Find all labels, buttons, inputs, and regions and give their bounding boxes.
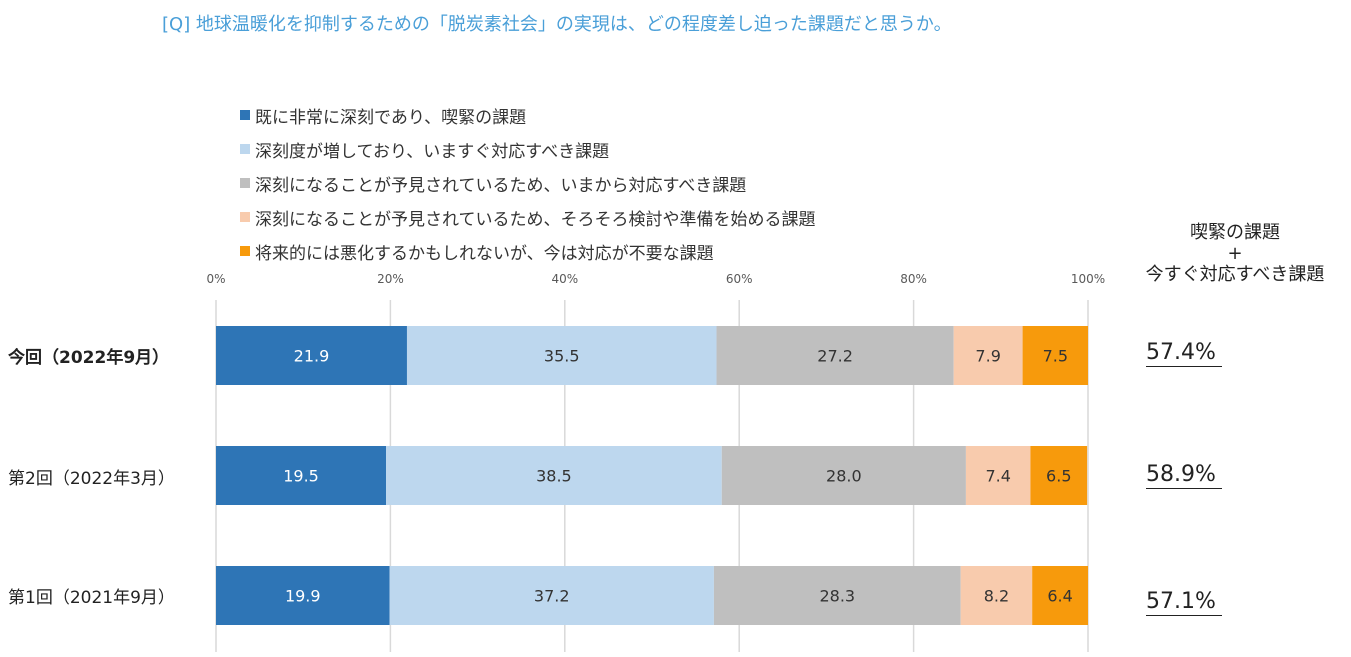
bar-segment [965,446,1031,505]
sum-column-title: 喫緊の課題 + 今すぐ対応すべき課題 [1120,222,1350,285]
bar-segment [1022,326,1088,385]
data-label: 28.3 [819,587,855,606]
legend-item: 深刻になることが予見されているため、いまから対応すべき課題 [240,166,816,200]
x-tick-label: 80% [900,272,927,286]
bar-segment [1032,566,1088,625]
bar-segment [386,446,722,505]
bar-segment [721,446,966,505]
data-label: 35.5 [544,347,580,366]
x-tick-label: 100% [1071,272,1105,286]
data-label: 8.2 [984,587,1009,606]
sum-value-first: 57.1% [1146,589,1222,616]
legend-item: 深刻度が増しており、いますぐ対応すべき課題 [240,132,816,166]
bar-segment [960,566,1033,625]
data-label: 28.0 [826,467,862,486]
bar-segment [953,326,1023,385]
data-label: 27.2 [817,347,853,366]
sum-title-line: 今すぐ対応すべき課題 [1145,264,1325,285]
sum-title-plus: + [1227,243,1243,264]
bar-segment [216,566,390,625]
data-label: 6.5 [1046,467,1071,486]
data-label: 21.9 [294,347,330,366]
legend-swatch-icon [240,212,250,222]
data-label: 6.4 [1047,587,1072,606]
legend-label: 深刻になることが予見されているため、いまから対応すべき課題 [255,175,747,196]
bar-segment [389,566,714,625]
bar-segment [716,326,954,385]
data-label: 38.5 [536,467,572,486]
legend-swatch-icon [240,178,250,188]
row-label-current: 今回（2022年9月） [8,348,170,368]
legend: 既に非常に深刻であり、喫緊の課題 深刻度が増しており、いますぐ対応すべき課題 深… [240,98,816,268]
bar-segment [713,566,961,625]
legend-item: 将来的には悪化するかもしれないが、今は対応が不要な課題 [240,234,816,268]
bar-segment [216,446,387,505]
bar-segment [406,326,717,385]
legend-swatch-icon [240,144,250,154]
legend-item: 深刻になることが予見されているため、そろそろ検討や準備を始める課題 [240,200,816,234]
data-label: 37.2 [534,587,570,606]
x-tick-label: 40% [551,272,578,286]
legend-label: 既に非常に深刻であり、喫緊の課題 [255,107,527,128]
bar-segment [1030,446,1088,505]
data-label: 7.9 [975,347,1000,366]
bar-segment [216,326,407,385]
legend-label: 深刻になることが予見されているため、そろそろ検討や準備を始める課題 [255,209,816,230]
legend-swatch-icon [240,110,250,120]
x-tick-label: 20% [377,272,404,286]
data-label: 19.9 [285,587,321,606]
sum-title-line: 喫緊の課題 [1190,222,1280,243]
x-tick-label: 0% [206,272,225,286]
legend-label: 将来的には悪化するかもしれないが、今は対応が不要な課題 [255,243,714,264]
question-title: [Q] 地球温暖化を抑制するための「脱炭素社会」の実現は、どの程度差し迫った課題… [162,14,952,35]
data-label: 7.5 [1043,347,1068,366]
legend-item: 既に非常に深刻であり、喫緊の課題 [240,98,816,132]
row-label-second: 第2回（2022年3月） [8,469,175,489]
data-label: 7.4 [985,467,1010,486]
x-tick-label: 60% [726,272,753,286]
data-label: 19.5 [283,467,319,486]
legend-swatch-icon [240,246,250,256]
row-label-first: 第1回（2021年9月） [8,588,175,608]
legend-label: 深刻度が増しており、いますぐ対応すべき課題 [255,141,610,162]
sum-value-current: 57.4% [1146,340,1222,367]
sum-value-second: 58.9% [1146,462,1222,489]
